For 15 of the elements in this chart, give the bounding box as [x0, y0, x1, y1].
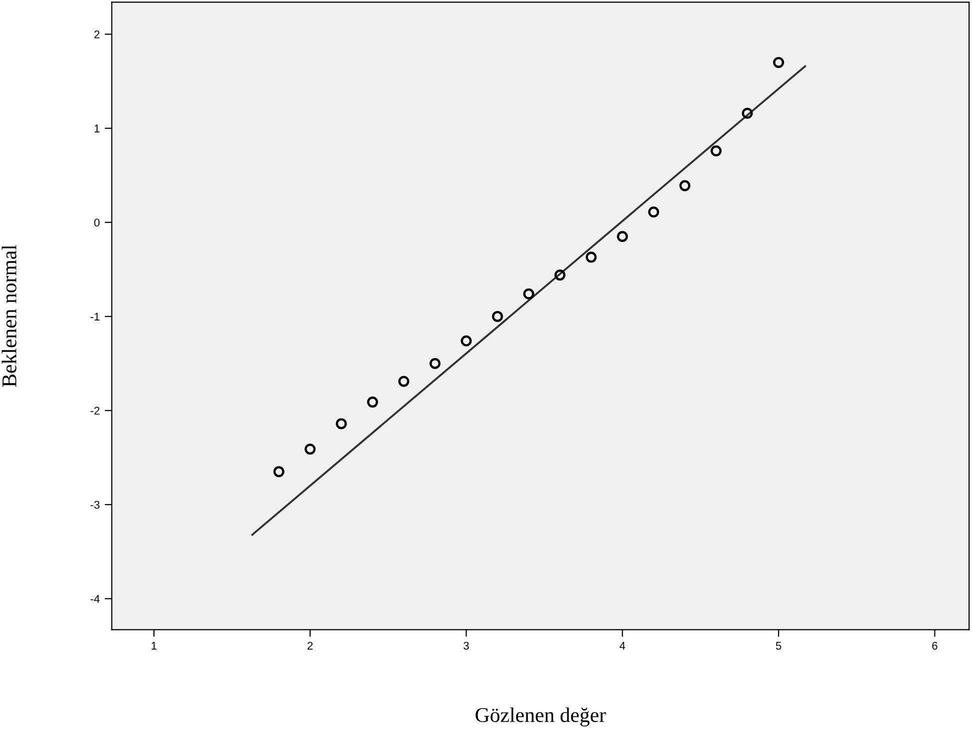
y-tick-label: -4 [90, 595, 100, 603]
x-tick-label: 2 [308, 642, 313, 650]
y-tick-label: 2 [94, 30, 100, 38]
x-tick-label: 4 [620, 642, 626, 650]
y-tick-label: -2 [90, 406, 100, 415]
y-tick-label: 0 [94, 218, 100, 227]
x-tick-label: 5 [776, 642, 782, 650]
y-axis-title: Beklenen normal [2, 244, 16, 387]
x-axis-title: Gözlenen değer [476, 707, 606, 726]
y-tick-label: -3 [90, 500, 100, 509]
x-tick-label: 1 [152, 642, 156, 650]
y-tick-label: -1 [90, 312, 100, 320]
x-tick-label: 3 [464, 642, 469, 650]
y-tick-label: 1 [94, 124, 100, 132]
x-tick-label: 6 [932, 642, 938, 650]
